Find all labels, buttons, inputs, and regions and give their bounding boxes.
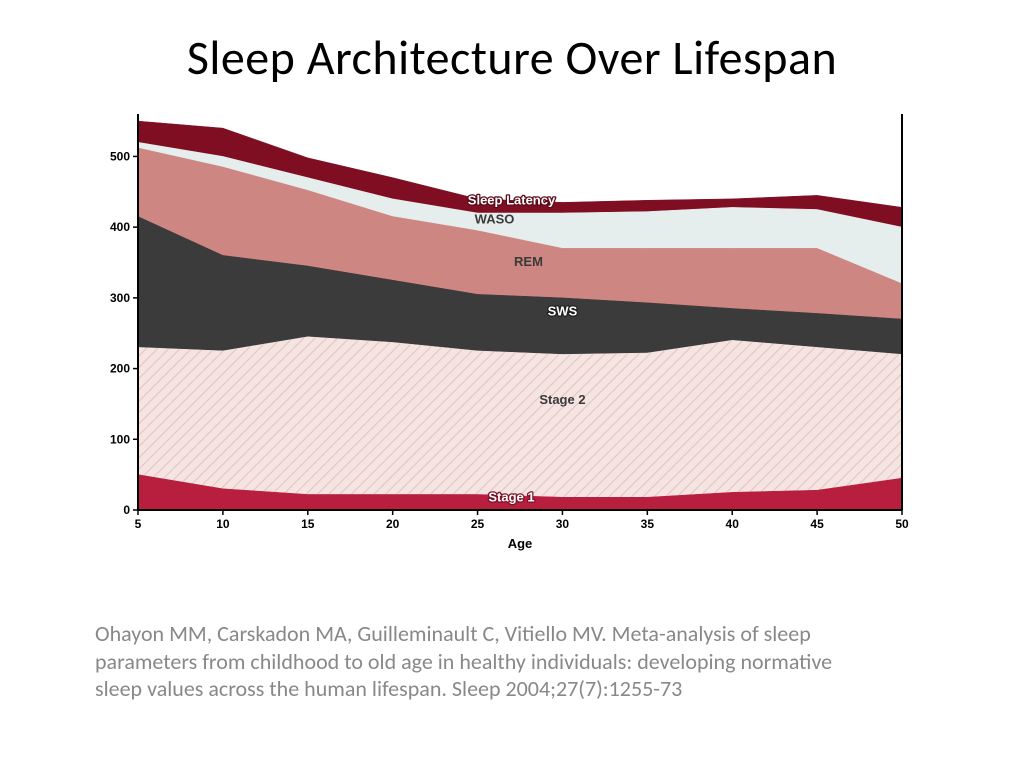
series-label-waso: WASO <box>475 212 515 227</box>
xtick-label: 25 <box>471 517 485 531</box>
series-label-sleep-latency: Sleep Latency <box>468 193 556 208</box>
sleep-architecture-chart: 0 100 200 300 400 500 5 10 15 20 25 30 35 40 45 50 Age S… <box>90 110 910 560</box>
ytick-label: 400 <box>110 220 130 234</box>
xtick-label: 40 <box>726 517 740 531</box>
chart-svg: 0 100 200 300 400 500 5 10 15 20 25 30 35 40 45 50 Age S… <box>90 110 910 560</box>
x-axis-title: Age <box>508 536 533 551</box>
xtick-label: 30 <box>556 517 570 531</box>
xtick-label: 10 <box>216 517 230 531</box>
ytick-label: 0 <box>123 503 130 517</box>
series-label-stage-2: Stage 2 <box>539 392 585 407</box>
citation-text: Ohayon MM, Carskadon MA, Guilleminault C… <box>95 620 855 703</box>
xtick-label: 20 <box>386 517 400 531</box>
ytick-label: 300 <box>110 291 130 305</box>
series-label-rem: REM <box>514 254 543 269</box>
area-stage-2 <box>138 337 902 498</box>
xtick-label: 50 <box>895 517 909 531</box>
ytick-label: 500 <box>110 149 130 163</box>
series-label-sws: SWS <box>548 304 578 319</box>
ytick-label: 200 <box>110 362 130 376</box>
series-label-stage-1: Stage 1 <box>488 490 534 505</box>
xtick-label: 35 <box>641 517 655 531</box>
xtick-label: 15 <box>301 517 315 531</box>
ytick-label: 100 <box>110 432 130 446</box>
slide-title: Sleep Architecture Over Lifespan <box>0 0 1024 87</box>
xtick-label: 45 <box>810 517 824 531</box>
xtick-label: 5 <box>135 517 142 531</box>
